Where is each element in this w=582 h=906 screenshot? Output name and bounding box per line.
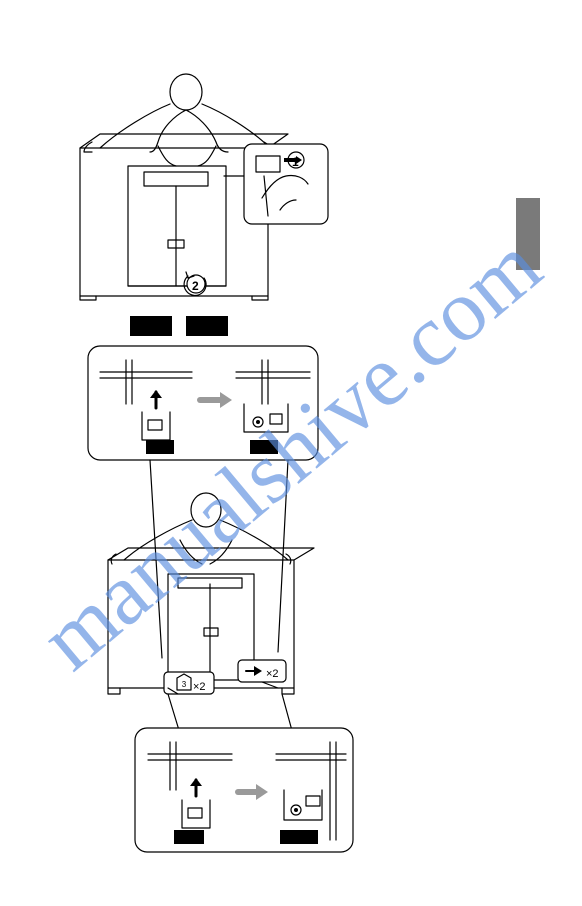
label-box-midL: [146, 440, 174, 454]
label-box-botL: [174, 830, 204, 844]
callout-2: 2: [192, 279, 199, 293]
multiplier-arrow: ×2: [266, 668, 279, 680]
instruction-diagram-svg: 3: [0, 0, 582, 906]
svg-text:3: 3: [182, 680, 187, 689]
multiplier-tag-arrow: [238, 660, 286, 682]
callout-detail-1: [244, 144, 328, 224]
label-box-topB: [186, 316, 228, 336]
figure-top-person-panel: [80, 74, 328, 300]
figure-bottom-bracket-detail: [135, 728, 353, 852]
multiplier-pentagon: ×2: [193, 681, 206, 693]
label-box-midR: [250, 440, 278, 454]
label-box-botR: [280, 830, 318, 844]
figure-mid-bracket-detail: [88, 346, 318, 460]
label-box-topA: [130, 316, 172, 336]
callout-1: 1: [292, 155, 299, 169]
page-tab-marker: [516, 198, 540, 270]
